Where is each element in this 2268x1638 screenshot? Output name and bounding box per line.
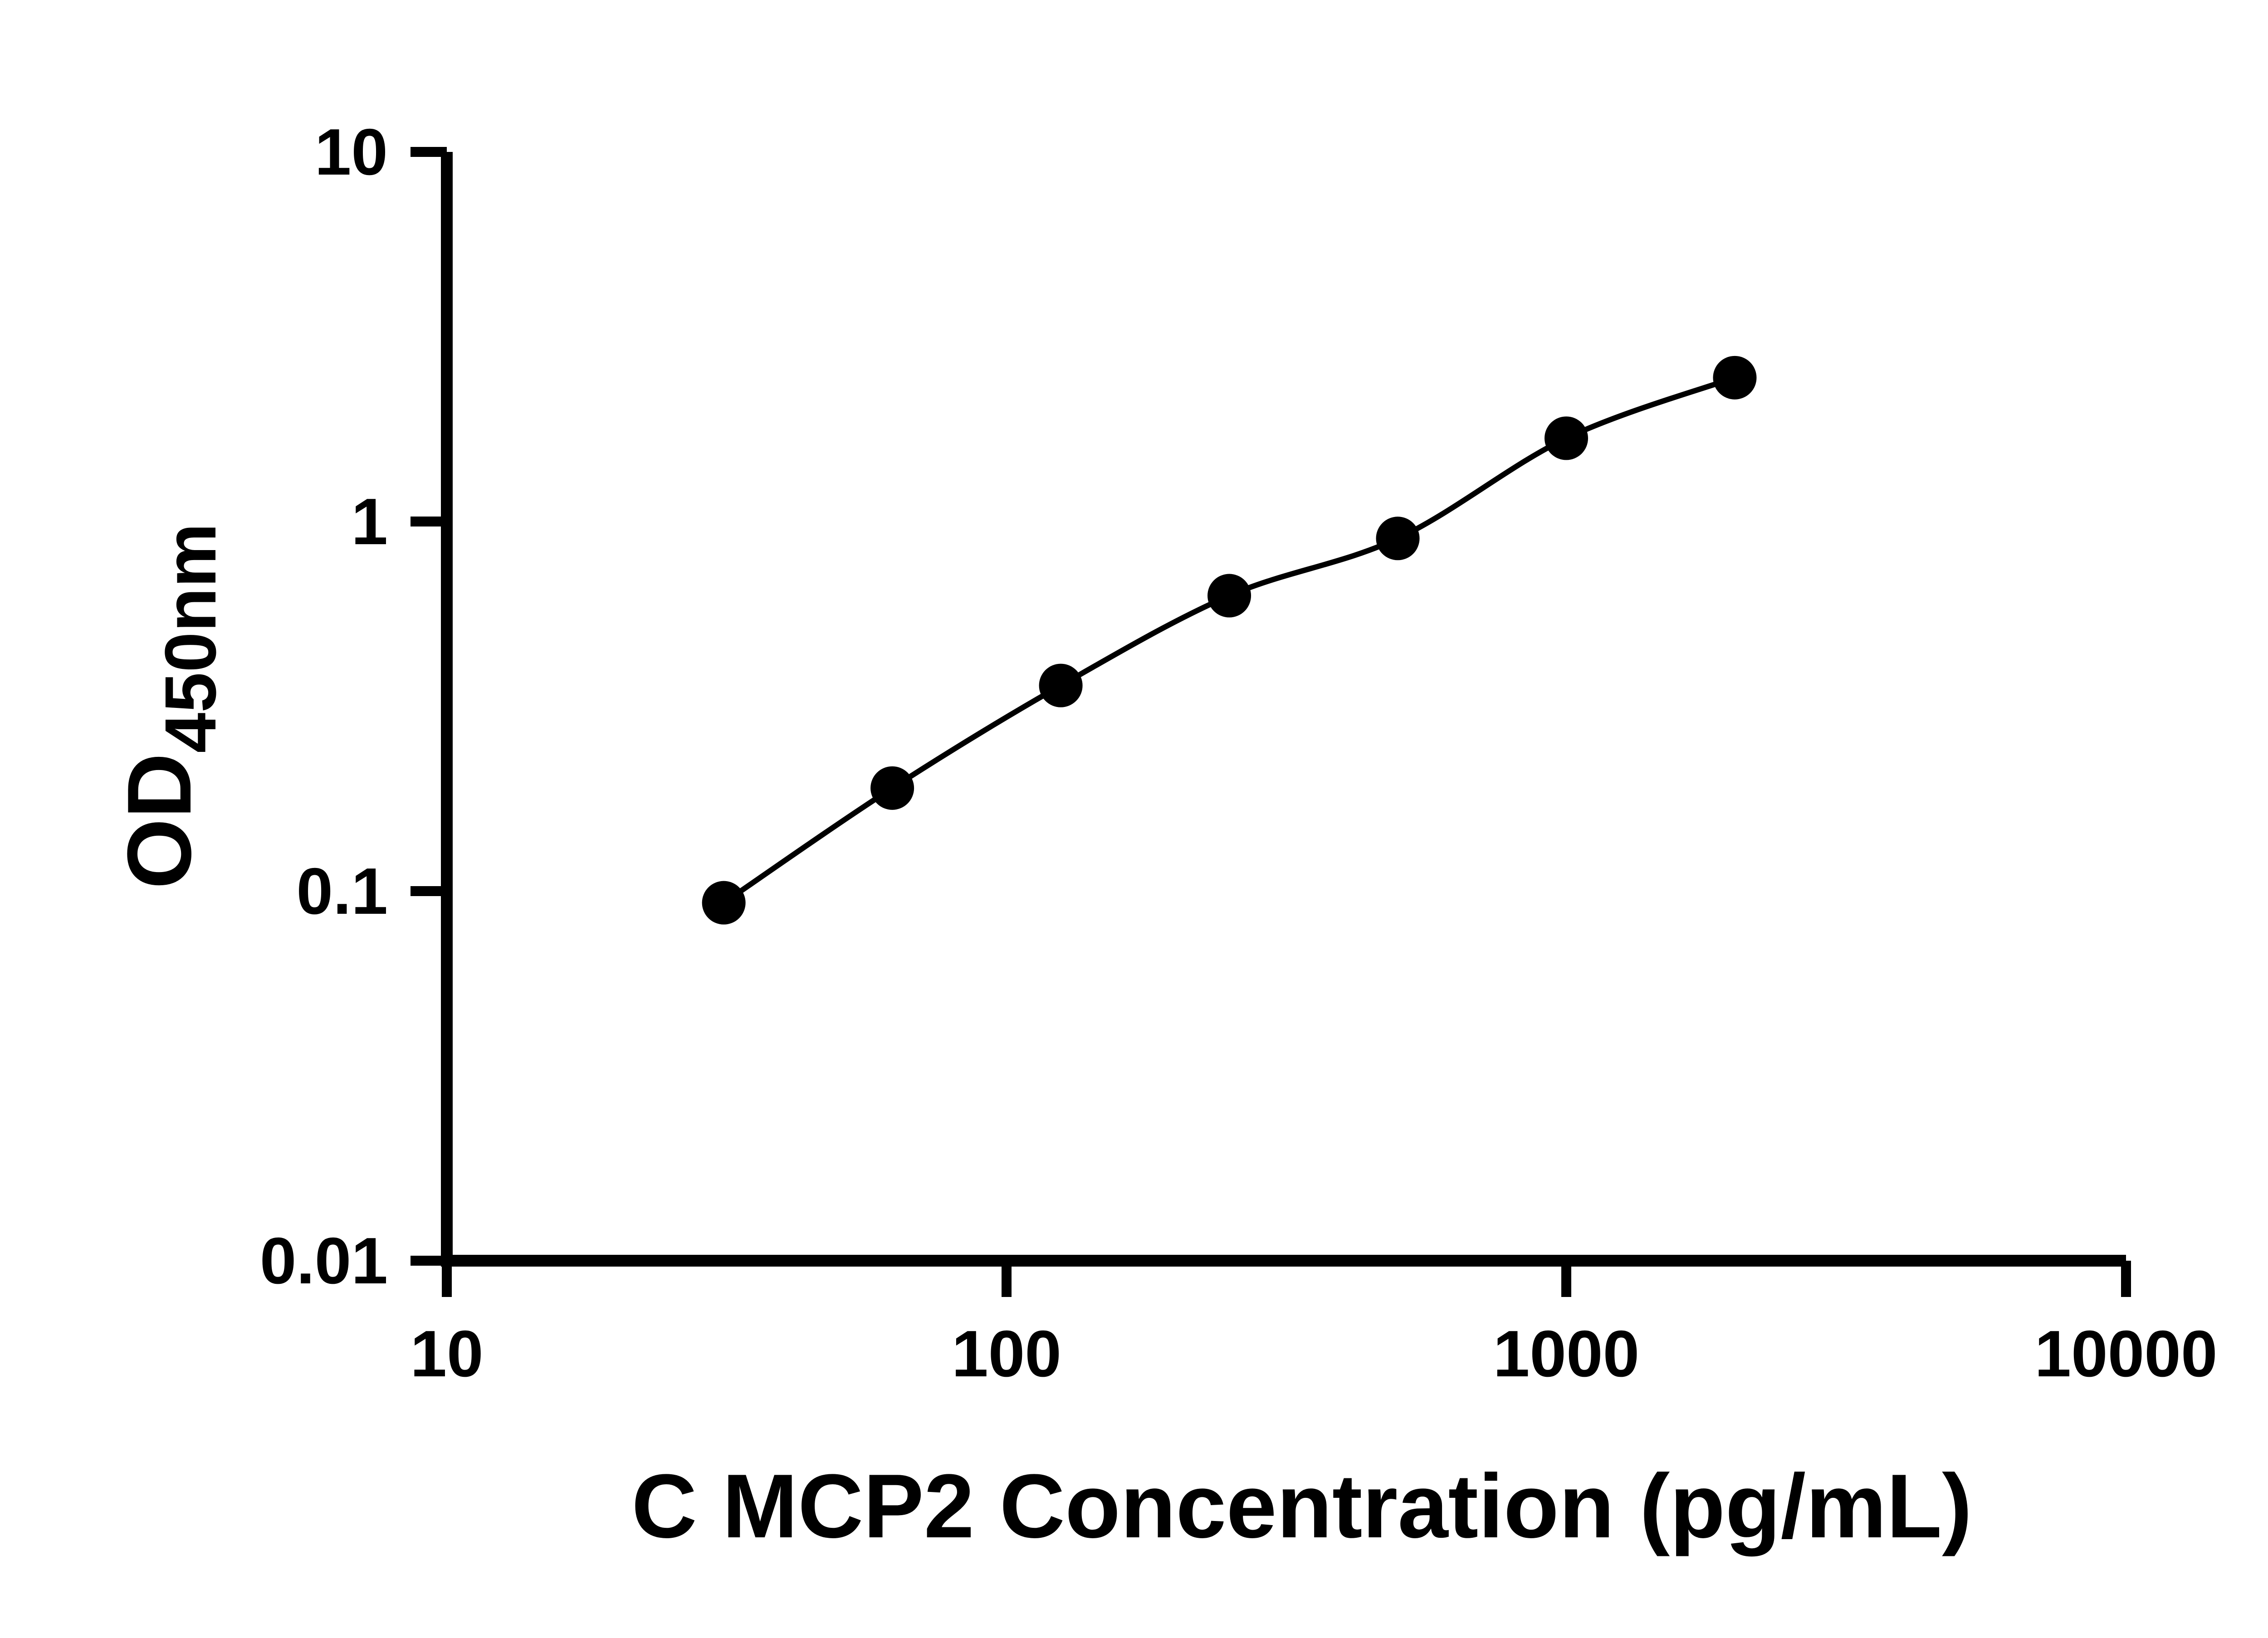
data-point	[1545, 416, 1588, 460]
x-tick-label: 10000	[2034, 1317, 2217, 1390]
x-tick-label: 10	[410, 1317, 483, 1390]
series-layer	[702, 356, 1757, 925]
y-tick-label: 0.01	[260, 1224, 388, 1297]
x-axis-ticks	[442, 1261, 2131, 1297]
data-point	[1713, 356, 1757, 400]
x-tick-label: 1000	[1493, 1317, 1640, 1390]
y-axis-title-main: OD	[109, 753, 210, 889]
y-tick-label: 10	[315, 115, 388, 189]
y-axis-title: OD450nm	[109, 523, 231, 889]
x-axis-tick-labels: 10 100 1000 10000	[410, 1317, 2217, 1390]
fit-line	[722, 375, 1736, 905]
axis-lines	[441, 152, 2126, 1267]
x-axis-title: C MCP2 Concentration (pg/mL)	[631, 1456, 1972, 1557]
data-point	[702, 881, 746, 925]
data-point	[1207, 574, 1251, 618]
data-point	[1376, 517, 1420, 561]
y-tick-label: 1	[351, 485, 388, 558]
data-point	[870, 766, 914, 810]
y-axis-title-subscript: 450nm	[150, 523, 231, 753]
y-axis-tick-labels: 0.01 0.1 1 10	[260, 115, 388, 1297]
y-tick-label: 0.1	[296, 854, 388, 928]
y-axis-ticks	[411, 147, 447, 1266]
x-tick-label: 100	[952, 1317, 1061, 1390]
data-point	[1039, 663, 1083, 707]
